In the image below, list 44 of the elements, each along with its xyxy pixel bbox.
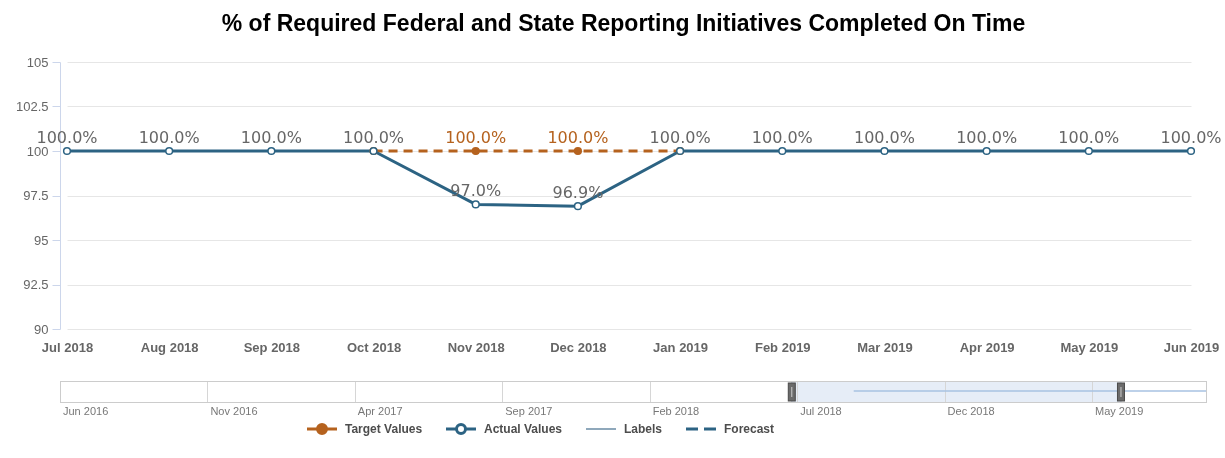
data-label: 100.0% (138, 128, 200, 147)
x-tick-label: Mar 2019 (857, 339, 913, 355)
data-label: 100.0% (649, 128, 711, 147)
x-tick-label: Feb 2019 (754, 339, 811, 355)
text: May 2019 (1095, 405, 1144, 417)
legend-label: Target Values (345, 422, 423, 436)
data-label: 100.0% (445, 128, 507, 147)
x-tick-label: May 2019 (1060, 339, 1119, 355)
y-tick-label: 92.5 (23, 277, 49, 292)
text: Nov 2016 (210, 405, 258, 417)
x-tick-label: Aug 2018 (140, 339, 199, 355)
data-label: 100.0% (1160, 128, 1222, 147)
data-label: 100.0% (853, 128, 915, 147)
legend-label: Forecast (724, 422, 775, 436)
x-tick-label: Jun 2019 (1163, 339, 1220, 355)
text: Sep 2017 (505, 405, 553, 417)
text: Jun 2016 (63, 405, 109, 417)
data-label: 97.0% (450, 181, 502, 201)
x-tick-label: Apr 2019 (959, 339, 1015, 355)
data-label: 100.0% (547, 128, 609, 147)
x-tick-label: Sep 2018 (243, 339, 301, 355)
x-tick-label: Nov 2018 (447, 339, 505, 355)
y-tick-label: 95 (34, 232, 49, 248)
x-tick-label: Jul 2018 (41, 339, 94, 355)
y-tick-label: 102.5 (15, 99, 49, 114)
text: Feb 2018 (652, 405, 700, 417)
y-tick-label: 90 (34, 321, 49, 337)
text: Jul 2018 (800, 405, 842, 417)
y-tick-label: 97.5 (23, 188, 49, 203)
data-label: 100.0% (1058, 128, 1120, 147)
data-label: 96.9% (552, 183, 604, 203)
x-tick-label: Dec 2018 (550, 339, 607, 355)
y-tick-label: 105 (26, 54, 49, 70)
data-label: 100.0% (751, 128, 813, 147)
chart-title: % of Required Federal and State Reporting Initiatives Completed On Time (221, 10, 1026, 36)
legend-label: Actual Values (484, 422, 563, 436)
data-label: 100.0% (956, 128, 1018, 147)
text: Dec 2018 (947, 405, 995, 417)
data-label: 100.0% (343, 128, 405, 147)
x-tick-label: Oct 2018 (346, 339, 402, 355)
x-tick-label: Jan 2019 (653, 339, 709, 355)
legend-label: Labels (624, 422, 663, 436)
data-label: 100.0% (240, 128, 302, 147)
text: Apr 2017 (357, 405, 403, 417)
